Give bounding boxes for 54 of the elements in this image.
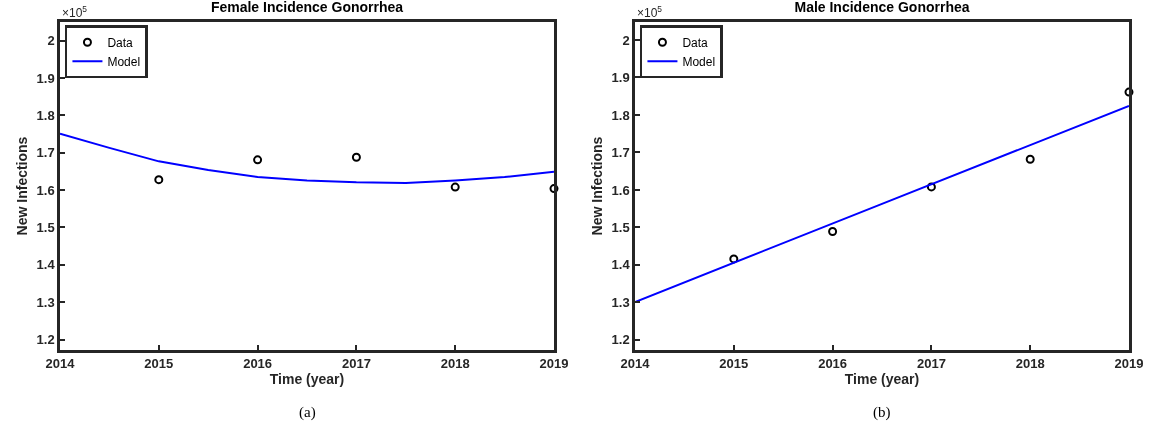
- y-tick-label: 1.9: [36, 70, 55, 86]
- x-tick-label: 2014: [620, 356, 651, 372]
- point: [926, 182, 936, 192]
- y-tick-label: 1.3: [611, 294, 630, 310]
- y-tick-label: 1.2: [36, 332, 55, 348]
- y-tick-label: 1.9: [611, 70, 630, 86]
- x-tick-label: 2019: [539, 356, 569, 372]
- y-tick-label: 1.7: [36, 145, 55, 161]
- x-tick-label: 2017: [916, 356, 946, 372]
- text: (a): [299, 404, 316, 421]
- point: [154, 175, 164, 185]
- y-tick-label: 1.5: [611, 219, 630, 235]
- x-axis-title: Time (year): [844, 371, 920, 388]
- y-tick-label: 2: [622, 32, 630, 48]
- y-tick-label: 1.3: [36, 294, 55, 310]
- x-tick-label: 2016: [818, 356, 848, 372]
- text: (b): [873, 404, 891, 421]
- legend-label: Model: [107, 54, 141, 69]
- y-axis-title: New Infections: [14, 136, 31, 236]
- x-tick-label: 2018: [440, 356, 470, 372]
- x-tick-label: 2017: [341, 356, 371, 372]
- x-tick-label: 2016: [243, 356, 273, 372]
- y-tick-label: 1.7: [611, 145, 630, 160]
- text: ×10$^{5}$: [62, 4, 88, 21]
- y-tick-label: 1.8: [36, 107, 55, 123]
- x-tick-label: 2018: [1015, 356, 1045, 372]
- point: [253, 155, 263, 165]
- point: [828, 227, 838, 237]
- chart-title: Male Incidence Gonorrhea: [794, 0, 970, 15]
- x-tick-label: 2014: [45, 356, 76, 372]
- point: [450, 182, 460, 192]
- legend-label: Model: [682, 54, 716, 69]
- text: ×10$^{5}$: [637, 4, 663, 21]
- legend-label: Data: [107, 35, 134, 50]
- y-tick-label: 1.6: [611, 182, 630, 198]
- y-tick-label: 2: [47, 33, 55, 49]
- x-axis-title: Time (year): [269, 371, 345, 388]
- legend-label: Data: [682, 35, 709, 50]
- point: [549, 184, 559, 194]
- x-tick-label: 2019: [1114, 356, 1144, 372]
- y-axis-title: New Infections: [589, 136, 606, 236]
- x-tick-label: 2015: [719, 356, 749, 372]
- y-tick-label: 1.5: [36, 220, 55, 236]
- point: [1025, 154, 1035, 164]
- x-tick-label: 2015: [144, 356, 174, 372]
- y-tick-label: 1.6: [36, 182, 55, 198]
- y-tick-label: 1.2: [611, 332, 630, 348]
- point: [1124, 87, 1134, 97]
- y-tick-label: 1.4: [36, 257, 56, 273]
- y-tick-label: 1.4: [611, 257, 631, 273]
- chart-title: Female Incidence Gonorrhea: [210, 0, 404, 15]
- point: [351, 152, 361, 162]
- y-tick-label: 1.8: [611, 107, 630, 123]
- point: [729, 254, 739, 264]
